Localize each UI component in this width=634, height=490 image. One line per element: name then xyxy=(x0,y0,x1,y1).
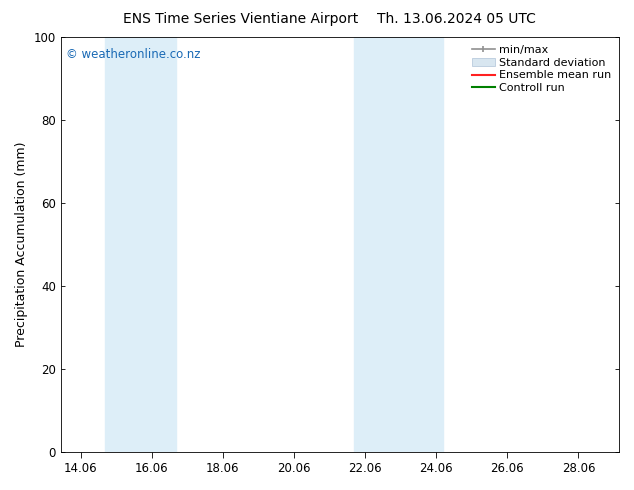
Bar xyxy=(141,37,176,452)
Bar xyxy=(390,37,443,452)
Text: © weatheronline.co.nz: © weatheronline.co.nz xyxy=(66,48,201,60)
Legend: min/max, Standard deviation, Ensemble mean run, Controll run: min/max, Standard deviation, Ensemble me… xyxy=(468,41,616,98)
Bar xyxy=(354,37,390,452)
Text: Th. 13.06.2024 05 UTC: Th. 13.06.2024 05 UTC xyxy=(377,12,536,26)
Y-axis label: Precipitation Accumulation (mm): Precipitation Accumulation (mm) xyxy=(15,142,28,347)
Bar xyxy=(105,37,141,452)
Text: ENS Time Series Vientiane Airport: ENS Time Series Vientiane Airport xyxy=(123,12,359,26)
